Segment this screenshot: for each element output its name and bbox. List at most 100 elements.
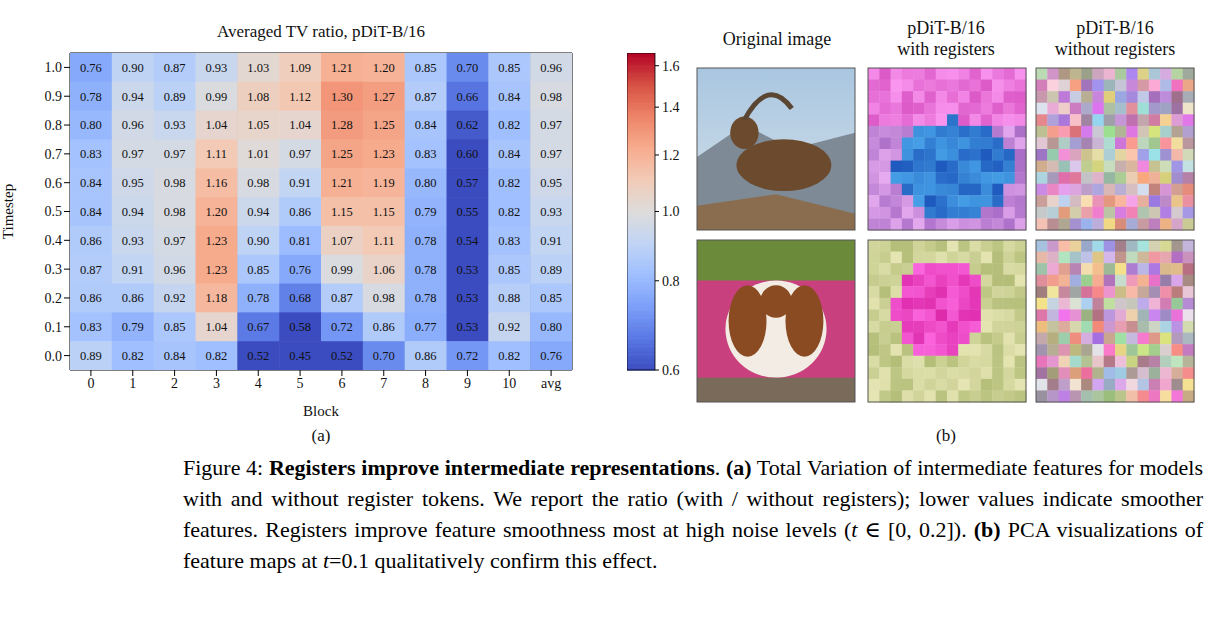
- svg-text:0.85: 0.85: [498, 61, 520, 75]
- svg-text:0.90: 0.90: [122, 61, 144, 75]
- svg-text:0.84: 0.84: [498, 147, 521, 161]
- svg-text:1.19: 1.19: [373, 176, 395, 190]
- svg-text:0.98: 0.98: [164, 176, 186, 190]
- svg-text:0.2: 0.2: [45, 291, 63, 306]
- svg-text:Timestep: Timestep: [0, 184, 16, 239]
- svg-text:0.1: 0.1: [45, 320, 63, 335]
- svg-text:0.97: 0.97: [540, 118, 562, 132]
- svg-text:0.87: 0.87: [331, 291, 353, 305]
- svg-text:0.55: 0.55: [456, 205, 478, 219]
- svg-text:0.84: 0.84: [164, 349, 187, 363]
- svg-text:0.97: 0.97: [289, 147, 311, 161]
- svg-text:0.72: 0.72: [456, 349, 478, 363]
- svg-text:0.86: 0.86: [122, 291, 144, 305]
- svg-text:0.84: 0.84: [80, 205, 103, 219]
- svg-text:0.86: 0.86: [373, 320, 395, 334]
- svg-text:0.97: 0.97: [164, 234, 186, 248]
- svg-text:1.23: 1.23: [205, 263, 227, 277]
- svg-text:1.15: 1.15: [373, 205, 395, 219]
- svg-text:1: 1: [129, 376, 136, 391]
- svg-text:0.82: 0.82: [498, 176, 520, 190]
- svg-text:0.98: 0.98: [247, 176, 269, 190]
- svg-text:0.94: 0.94: [122, 90, 145, 104]
- svg-text:0.87: 0.87: [80, 263, 102, 277]
- svg-text:0.80: 0.80: [80, 118, 102, 132]
- svg-text:0.89: 0.89: [540, 263, 562, 277]
- svg-text:1.18: 1.18: [205, 291, 227, 305]
- svg-text:0.85: 0.85: [415, 61, 437, 75]
- svg-text:1.27: 1.27: [373, 90, 395, 104]
- svg-text:0.84: 0.84: [80, 176, 103, 190]
- svg-text:0.8: 0.8: [45, 118, 63, 133]
- svg-text:10: 10: [502, 376, 516, 391]
- svg-text:0.83: 0.83: [80, 147, 102, 161]
- svg-text:0.67: 0.67: [247, 320, 269, 334]
- svg-text:0.8: 0.8: [662, 274, 680, 289]
- svg-text:0.76: 0.76: [289, 263, 311, 277]
- svg-text:1.06: 1.06: [373, 263, 395, 277]
- svg-text:0.85: 0.85: [540, 291, 562, 305]
- svg-text:0.70: 0.70: [373, 349, 395, 363]
- svg-text:0.80: 0.80: [415, 176, 437, 190]
- svg-text:1.11: 1.11: [206, 147, 227, 161]
- svg-text:0.53: 0.53: [456, 291, 478, 305]
- svg-text:0.86: 0.86: [80, 291, 102, 305]
- svg-text:0.82: 0.82: [498, 205, 520, 219]
- svg-text:0.83: 0.83: [80, 320, 102, 334]
- svg-text:1.25: 1.25: [373, 118, 395, 132]
- svg-text:1.08: 1.08: [247, 90, 269, 104]
- svg-text:0.99: 0.99: [205, 90, 227, 104]
- svg-text:0.89: 0.89: [80, 349, 102, 363]
- svg-text:avg: avg: [541, 376, 561, 391]
- svg-text:0.93: 0.93: [205, 61, 227, 75]
- svg-text:1.2: 1.2: [662, 148, 680, 163]
- svg-text:1.20: 1.20: [373, 61, 395, 75]
- svg-text:1.21: 1.21: [331, 61, 353, 75]
- svg-text:7: 7: [380, 376, 387, 391]
- svg-text:0.82: 0.82: [205, 349, 227, 363]
- svg-text:1.4: 1.4: [662, 100, 680, 115]
- svg-text:8: 8: [422, 376, 429, 391]
- svg-text:0.96: 0.96: [540, 61, 562, 75]
- svg-text:0.94: 0.94: [122, 205, 145, 219]
- svg-text:1.21: 1.21: [331, 176, 353, 190]
- svg-text:0.92: 0.92: [498, 320, 520, 334]
- svg-text:0.81: 0.81: [289, 234, 311, 248]
- svg-text:0.83: 0.83: [498, 234, 520, 248]
- svg-text:0.54: 0.54: [456, 234, 479, 248]
- svg-text:0.86: 0.86: [80, 234, 102, 248]
- svg-text:0.79: 0.79: [122, 320, 144, 334]
- svg-text:0.82: 0.82: [122, 349, 144, 363]
- svg-text:1.04: 1.04: [205, 118, 228, 132]
- svg-text:0.0: 0.0: [45, 349, 63, 364]
- svg-text:0.79: 0.79: [415, 205, 437, 219]
- svg-text:0.91: 0.91: [540, 234, 562, 248]
- svg-text:0.84: 0.84: [498, 90, 521, 104]
- svg-text:0.90: 0.90: [247, 234, 269, 248]
- svg-text:1.09: 1.09: [289, 61, 311, 75]
- svg-text:0.85: 0.85: [164, 320, 186, 334]
- svg-text:0.4: 0.4: [45, 233, 63, 248]
- svg-text:0.6: 0.6: [45, 176, 63, 191]
- svg-text:0.82: 0.82: [498, 118, 520, 132]
- svg-text:0.66: 0.66: [456, 90, 478, 104]
- svg-text:0.95: 0.95: [540, 176, 562, 190]
- svg-text:0.86: 0.86: [415, 349, 437, 363]
- svg-text:4: 4: [255, 376, 262, 391]
- svg-text:0.6: 0.6: [662, 363, 680, 378]
- svg-text:0.98: 0.98: [373, 291, 395, 305]
- svg-text:0.98: 0.98: [540, 90, 562, 104]
- svg-text:0.87: 0.87: [415, 90, 437, 104]
- svg-text:1.20: 1.20: [205, 205, 227, 219]
- svg-text:1.05: 1.05: [247, 118, 269, 132]
- svg-text:9: 9: [464, 376, 471, 391]
- svg-text:1.01: 1.01: [247, 147, 269, 161]
- svg-text:0.96: 0.96: [122, 118, 144, 132]
- svg-text:0.97: 0.97: [540, 147, 562, 161]
- svg-text:2: 2: [171, 376, 178, 391]
- svg-text:0.80: 0.80: [540, 320, 562, 334]
- svg-text:1.03: 1.03: [247, 61, 269, 75]
- svg-text:0.45: 0.45: [289, 349, 311, 363]
- svg-text:0.85: 0.85: [498, 263, 520, 277]
- svg-text:0.91: 0.91: [289, 176, 311, 190]
